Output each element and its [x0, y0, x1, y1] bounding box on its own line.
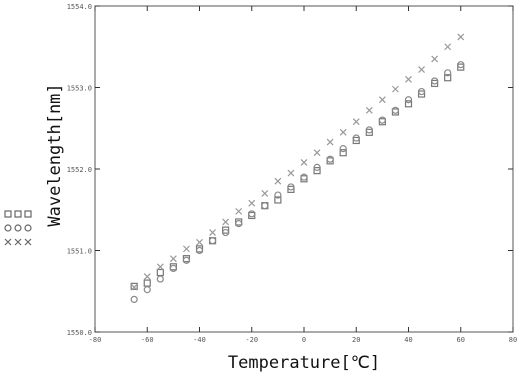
x-tick-label: 60	[457, 336, 465, 344]
data-point-series-2	[444, 69, 452, 77]
data-point-series-1	[156, 268, 164, 277]
data-point-series-2	[169, 264, 177, 273]
x-tick-label: -80	[89, 336, 102, 344]
legend-marker-1	[4, 210, 12, 218]
data-point-series-1	[404, 100, 413, 108]
data-point-series-3	[418, 66, 425, 73]
data-point-series-2	[326, 155, 334, 163]
legend-marker-1	[14, 210, 22, 218]
data-point-series-1	[417, 90, 426, 98]
data-point-series-1	[287, 185, 295, 193]
data-point-series-1	[457, 63, 465, 71]
x-tick-label: -40	[193, 336, 206, 344]
data-point-series-2	[417, 87, 426, 96]
data-point-series-3	[431, 55, 439, 63]
data-point-series-2	[208, 237, 217, 245]
data-point-series-3	[143, 273, 151, 281]
data-point-series-3	[196, 238, 203, 246]
data-point-series-2	[130, 295, 138, 303]
data-point-series-1	[130, 282, 138, 290]
y-tick-label: 1550.0	[67, 329, 92, 337]
data-point-series-3	[339, 128, 347, 136]
plot-frame	[94, 5, 514, 333]
data-point-series-3	[313, 149, 321, 157]
data-point-series-1	[431, 79, 439, 88]
data-point-series-3	[457, 33, 465, 41]
data-point-series-2	[404, 96, 413, 104]
ticks-layer: -80 -60 -40 -20 0 20 40 60 80 1550.0 1551.0 1552.0 1…	[67, 3, 518, 344]
x-tick-label: 80	[509, 336, 517, 344]
data-point-series-3	[287, 169, 295, 177]
data-point-series-2	[378, 116, 386, 124]
y-tick-label: 1553.0	[67, 85, 92, 93]
legend-marker-2	[14, 224, 22, 232]
data-point-series-2	[235, 220, 243, 228]
data-point-series-3	[444, 43, 452, 51]
data-point-series-1	[222, 226, 230, 234]
data-point-series-3	[378, 96, 386, 104]
legend-marker-3	[4, 238, 12, 246]
data-point-series-3	[274, 177, 282, 185]
data-point-series-2	[391, 106, 400, 114]
data-point-series-3	[248, 199, 256, 207]
data-point-series-1	[365, 128, 373, 136]
data-point-series-1	[339, 149, 347, 157]
data-point-series-2	[300, 173, 308, 181]
data-point-series-2	[274, 191, 282, 199]
legend-marker-2	[4, 224, 12, 232]
data-point-series-3	[326, 138, 334, 146]
data-point-series-2	[222, 228, 230, 237]
data-point-series-3	[235, 207, 243, 215]
data-point-series-2	[248, 210, 256, 218]
data-point-series-2	[195, 246, 204, 255]
legend-marker-2	[24, 224, 32, 232]
legend	[4, 210, 32, 246]
data-point-series-2	[457, 61, 465, 69]
data-point-series-3	[392, 85, 399, 93]
y-tick-label: 1554.0	[67, 3, 92, 11]
data-point-series-2	[339, 145, 347, 153]
y-axis-title: Wavelength[nm]	[45, 83, 65, 226]
data-point-series-3	[405, 75, 412, 83]
data-point-series-1	[274, 196, 282, 204]
data-point-series-3	[130, 283, 138, 291]
x-axis-title: Temperature[℃]	[228, 353, 380, 373]
data-point-series-3	[169, 255, 177, 263]
legend-marker-3	[14, 238, 22, 246]
y-tick-label: 1552.0	[67, 166, 92, 174]
data-point-series-2	[313, 163, 321, 171]
points-layer	[130, 33, 465, 303]
legend-marker-3	[24, 238, 32, 246]
data-point-series-3	[352, 118, 360, 126]
data-point-series-2	[261, 202, 269, 210]
data-point-series-3	[183, 245, 190, 253]
data-point-series-1	[313, 167, 321, 175]
x-tick-label: -60	[141, 336, 154, 344]
data-point-series-2	[365, 126, 373, 134]
data-point-series-1	[143, 279, 151, 287]
data-point-series-3	[156, 263, 164, 271]
data-point-series-2	[156, 275, 164, 283]
data-point-series-3	[365, 106, 373, 114]
data-point-series-2	[431, 77, 439, 85]
data-point-series-3	[261, 190, 269, 197]
data-point-series-2	[352, 134, 360, 142]
y-tick-label: 1551.0	[67, 248, 92, 256]
x-tick-label: -20	[245, 336, 258, 344]
data-point-series-1	[352, 136, 360, 145]
data-point-series-3	[300, 159, 308, 166]
data-point-series-3	[209, 229, 216, 236]
x-tick-label: 0	[302, 336, 306, 344]
data-point-series-2	[143, 286, 151, 294]
data-point-series-1	[444, 74, 452, 82]
legend-marker-1	[24, 210, 32, 218]
x-tick-label: 40	[404, 336, 412, 344]
x-tick-label: 20	[352, 336, 360, 344]
data-point-series-2	[287, 183, 295, 191]
data-point-series-2	[182, 256, 191, 264]
data-point-series-3	[222, 218, 230, 226]
